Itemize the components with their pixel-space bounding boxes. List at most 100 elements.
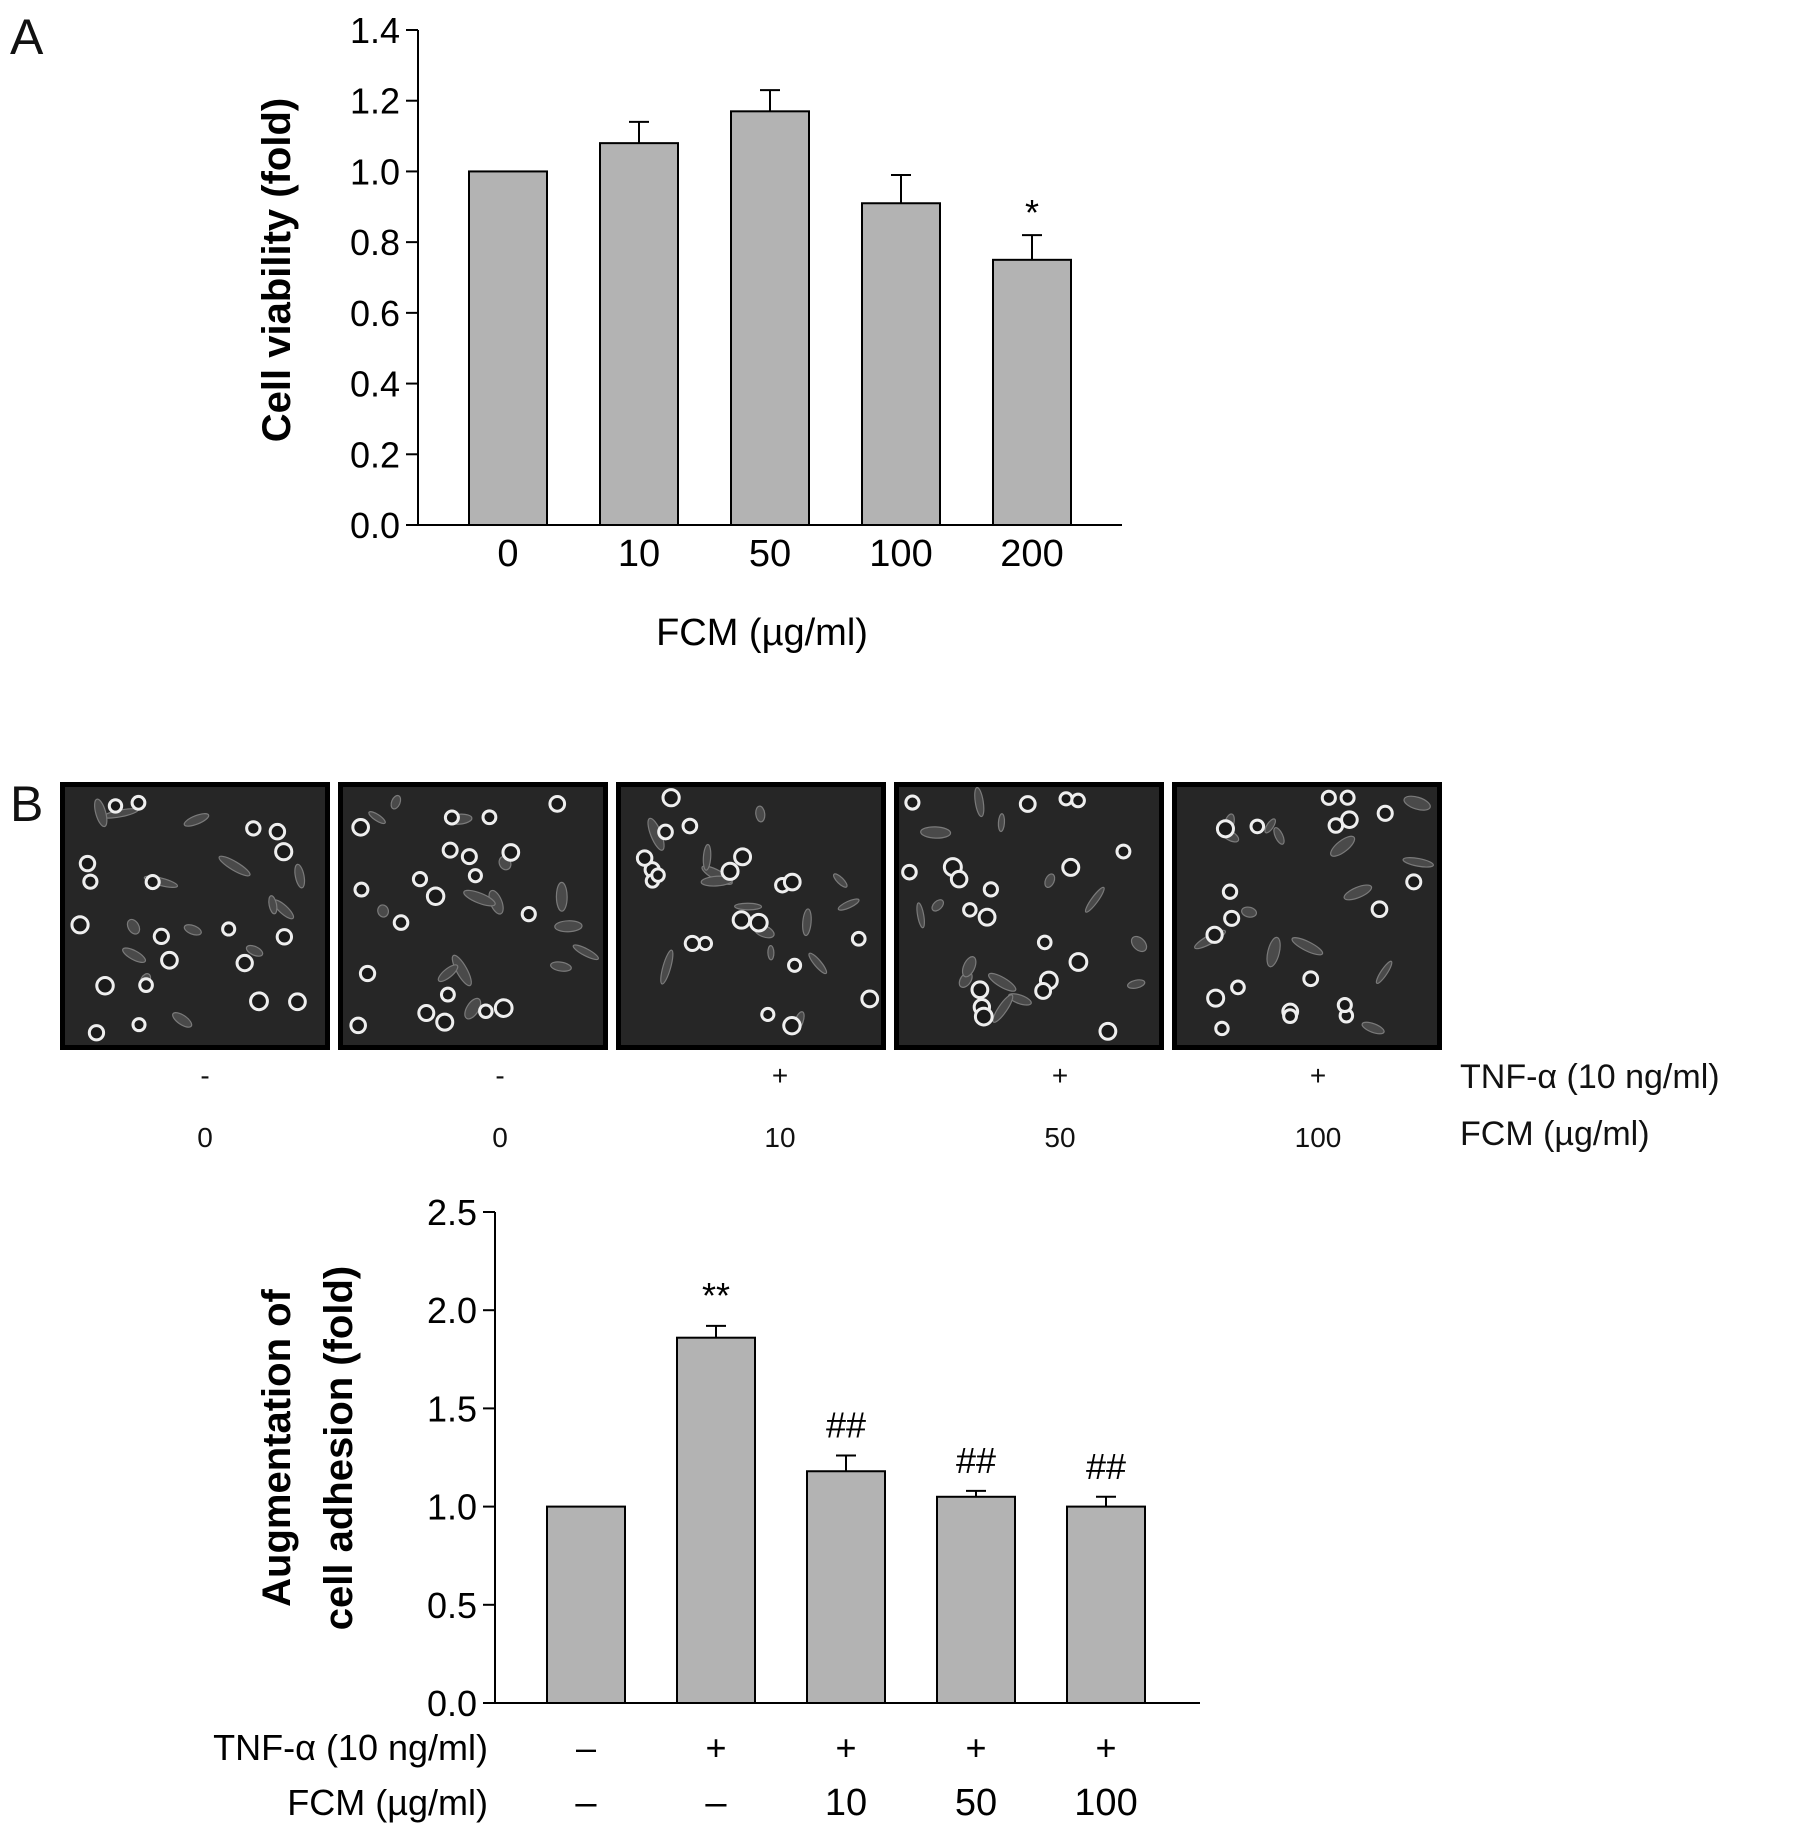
micrograph-4 <box>894 782 1164 1050</box>
round-cell <box>1249 818 1266 835</box>
spread-cell <box>94 798 108 828</box>
bar <box>730 110 810 526</box>
round-cell <box>657 823 674 841</box>
micrograph-3 <box>616 782 886 1050</box>
round-cell <box>481 809 498 826</box>
round-cell <box>425 886 446 907</box>
spread-cell <box>464 997 482 1020</box>
y-axis-label-line-2: cell adhesion (fold) <box>317 1266 361 1630</box>
round-cell <box>901 863 918 881</box>
y-tick-label: 0.6 <box>350 293 400 334</box>
micrograph-background <box>899 787 1159 1045</box>
round-cell <box>520 906 537 923</box>
round-cell <box>235 953 254 973</box>
round-cell <box>443 809 460 826</box>
spread-cell <box>126 918 141 935</box>
fcm-row-value: 50 <box>955 1782 997 1824</box>
bar <box>861 202 941 526</box>
spread-cell <box>1330 835 1356 857</box>
round-cell <box>697 935 714 952</box>
round-cell <box>681 817 699 835</box>
bar <box>468 170 548 527</box>
round-cell <box>1018 795 1037 813</box>
y-tick-label: 0.5 <box>427 1585 477 1626</box>
round-cell <box>417 1004 436 1023</box>
tnf-row-value: + <box>1095 1727 1116 1768</box>
spread-cell <box>1266 936 1281 968</box>
spread-cell <box>1044 873 1056 889</box>
round-cell <box>1320 789 1337 806</box>
round-cell <box>1034 982 1053 1000</box>
tnf-row-value: – <box>576 1727 596 1768</box>
micrograph-image <box>899 787 1159 1045</box>
round-cell <box>860 989 880 1009</box>
round-cell <box>144 874 161 891</box>
round-cell <box>152 927 170 946</box>
spread-cell <box>1273 826 1285 845</box>
round-cell <box>358 964 377 983</box>
spread-cell <box>550 961 572 972</box>
round-cell <box>131 1017 147 1033</box>
round-cell <box>221 921 237 937</box>
bar <box>992 258 1072 526</box>
micrograph-2 <box>338 782 608 1050</box>
x-tick-label: 50 <box>749 533 791 575</box>
bar <box>676 1336 756 1704</box>
y-tick-label: 0.0 <box>350 505 400 546</box>
micrograph-image <box>1177 787 1437 1045</box>
round-cell <box>720 861 740 881</box>
spread-cell <box>992 994 1014 1023</box>
y-tick-label: 0.0 <box>427 1683 477 1724</box>
spread-cell <box>1291 937 1324 956</box>
y-tick-label: 1.2 <box>350 81 400 122</box>
micrograph-3-fcm: 10 <box>764 1122 796 1153</box>
spread-cell <box>734 902 763 911</box>
round-cell <box>478 1003 494 1020</box>
micrograph-4-fcm: 50 <box>1044 1122 1076 1153</box>
chart-b: 0.0 0.5 1.0 1.5 2.0 2.5 – – ** + – ## +10 ## +50 ## +100… <box>213 1192 1200 1824</box>
round-cell <box>1061 857 1081 877</box>
spread-cell <box>961 956 977 978</box>
spread-cell <box>572 944 600 961</box>
spread-cell <box>1402 857 1435 868</box>
round-cell <box>1070 792 1086 809</box>
y-tick-label: 0.2 <box>350 434 400 475</box>
spread-cell <box>1130 935 1148 953</box>
round-cell <box>95 976 115 996</box>
spread-cell <box>294 863 306 889</box>
round-cell <box>548 795 567 813</box>
round-cell <box>435 1012 455 1032</box>
micrograph-5 <box>1172 782 1442 1050</box>
spread-cell <box>1241 906 1258 918</box>
chart-a: 0.0 0.2 0.4 0.6 0.8 1.0 1.2 1.4 0 10 50 100 * 200 FCM … <box>255 10 1122 654</box>
round-cell <box>1230 979 1246 996</box>
spread-cell <box>660 949 674 985</box>
round-cell <box>949 869 969 889</box>
round-cell <box>249 991 269 1012</box>
micrograph-tnf-label: TNF-α (10 ng/ml) <box>1460 1058 1720 1096</box>
round-cell <box>268 822 287 841</box>
significance-mark: ** <box>702 1275 730 1316</box>
round-cell <box>1327 817 1345 834</box>
round-cell <box>1302 970 1320 988</box>
spread-cell <box>1126 979 1146 989</box>
spread-cell <box>1403 795 1431 811</box>
y-tick-label: 1.5 <box>427 1388 477 1429</box>
spread-cell <box>554 920 583 933</box>
bar <box>546 1505 626 1704</box>
panel-a-letter: A <box>10 9 44 65</box>
round-cell <box>748 912 769 933</box>
spread-cell <box>451 954 472 987</box>
micrograph-image <box>621 787 881 1045</box>
x-tick-label: 200 <box>1000 533 1063 575</box>
spread-cell <box>218 855 251 877</box>
round-cell <box>1058 791 1074 807</box>
y-tick-label: 2.5 <box>427 1192 477 1233</box>
spread-cell <box>1264 818 1277 834</box>
micrograph-5-tnf: + <box>1309 1060 1327 1091</box>
round-cell <box>1098 1021 1118 1041</box>
spread-cell <box>767 944 775 961</box>
spread-cell <box>377 904 390 918</box>
micrograph-1 <box>60 782 330 1050</box>
spread-cell <box>463 889 496 907</box>
